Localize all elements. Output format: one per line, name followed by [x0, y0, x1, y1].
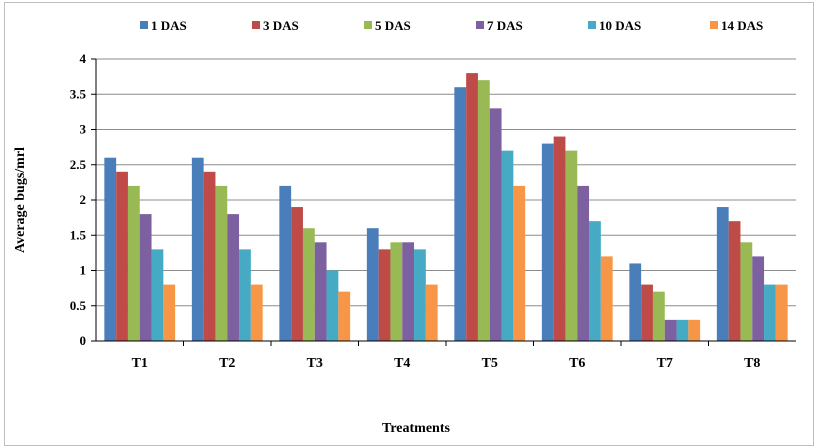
bar-t6-3-das — [553, 136, 566, 341]
legend: 1 DAS 3 DAS 5 DAS 7 DAS 10 DAS 14 DAS — [140, 18, 763, 33]
bar-t8-1-das — [716, 207, 729, 341]
bar-t1-1-das — [104, 157, 117, 341]
bar-t3-5-das — [302, 228, 315, 341]
legend-label: 14 DAS — [721, 18, 763, 33]
legend-item: 14 DAS — [710, 18, 763, 33]
bar-t2-5-das — [215, 185, 228, 341]
bar-t3-14-das — [338, 291, 351, 341]
bar-t7-10-das — [676, 319, 689, 341]
bars — [104, 73, 788, 342]
legend-label: 5 DAS — [375, 18, 411, 33]
legend-swatch — [140, 21, 148, 29]
x-axis-categories: T1 T2 T3 T4 T5 T6 T7 T8 — [132, 356, 761, 371]
y-tick-label: 2 — [80, 192, 87, 207]
bar-t5-7-das — [489, 108, 502, 341]
bar-t2-14-das — [250, 284, 263, 341]
bar-t1-10-das — [151, 249, 164, 341]
bar-t7-14-das — [688, 319, 701, 341]
bar-t5-3-das — [466, 73, 478, 341]
legend-swatch — [476, 21, 484, 29]
y-axis-title: Average bugs/mrl — [13, 147, 28, 253]
legend-label: 3 DAS — [263, 18, 299, 33]
bar-t8-10-das — [764, 284, 776, 341]
y-tick-label: 4 — [80, 51, 87, 66]
x-category-label: T5 — [482, 356, 498, 371]
axes — [95, 59, 796, 346]
bar-t1-5-das — [127, 185, 140, 341]
legend-swatch — [588, 21, 596, 29]
x-category-label: T8 — [744, 356, 760, 371]
bar-t4-10-das — [414, 249, 426, 341]
bar-t5-10-das — [501, 150, 514, 341]
bar-t3-1-das — [279, 185, 292, 341]
bar-t7-3-das — [641, 284, 653, 341]
y-axis-ticks: 0 0.5 1 1.5 2 2.5 3 3.5 4 — [70, 51, 96, 348]
bar-t6-14-das — [600, 256, 613, 341]
legend-label: 7 DAS — [487, 18, 523, 33]
bar-t7-5-das — [652, 291, 665, 341]
bar-t6-10-das — [589, 221, 601, 341]
bar-t1-14-das — [163, 284, 176, 341]
x-category-label: T6 — [569, 356, 585, 371]
bar-t1-7-das — [139, 214, 152, 341]
y-tick-label: 1 — [80, 263, 87, 278]
bar-t4-3-das — [378, 249, 391, 341]
y-tick-label: 1.5 — [70, 227, 87, 242]
bar-t7-7-das — [664, 319, 677, 341]
bar-t2-7-das — [227, 214, 240, 341]
legend-item: 7 DAS — [476, 18, 523, 33]
legend-swatch — [252, 21, 260, 29]
x-category-label: T7 — [657, 356, 673, 371]
y-tick-label: 0 — [80, 333, 87, 348]
bar-t1-3-das — [116, 171, 128, 341]
bar-t8-5-das — [740, 242, 753, 341]
bar-t2-10-das — [239, 249, 251, 341]
x-category-label: T4 — [394, 356, 410, 371]
x-axis-title: Treatments — [382, 421, 450, 436]
legend-item: 10 DAS — [588, 18, 641, 33]
x-category-label: T3 — [307, 356, 323, 371]
y-tick-label: 3 — [80, 122, 87, 137]
bar-t3-3-das — [291, 207, 303, 341]
bar-t4-1-das — [366, 228, 379, 341]
y-tick-label: 3.5 — [70, 86, 87, 101]
legend-item: 5 DAS — [364, 18, 411, 33]
bar-t3-7-das — [314, 242, 327, 341]
bar-t6-1-das — [541, 143, 554, 341]
legend-label: 10 DAS — [599, 18, 641, 33]
bar-t5-5-das — [477, 80, 490, 342]
bar-t8-3-das — [728, 221, 741, 341]
bar-t2-3-das — [203, 171, 216, 341]
legend-item: 1 DAS — [140, 18, 187, 33]
bar-t5-1-das — [454, 87, 467, 341]
bar-t4-14-das — [425, 284, 438, 341]
x-category-label: T1 — [132, 356, 148, 371]
legend-label: 1 DAS — [151, 18, 187, 33]
legend-swatch — [710, 21, 718, 29]
bar-t3-10-das — [326, 270, 339, 341]
bar-t2-1-das — [191, 157, 204, 341]
bar-t4-5-das — [390, 242, 403, 341]
bar-t7-1-das — [629, 263, 642, 341]
legend-swatch — [364, 21, 372, 29]
bar-t8-7-das — [752, 256, 765, 341]
y-tick-label: 2.5 — [70, 157, 87, 172]
x-category-label: T2 — [219, 356, 235, 371]
bar-t6-7-das — [577, 185, 590, 341]
bar-t4-7-das — [402, 242, 415, 341]
bar-t8-14-das — [775, 284, 788, 341]
y-tick-label: 0.5 — [70, 298, 87, 313]
bar-t5-14-das — [513, 185, 526, 341]
bar-t6-5-das — [565, 150, 578, 341]
legend-item: 3 DAS — [252, 18, 299, 33]
